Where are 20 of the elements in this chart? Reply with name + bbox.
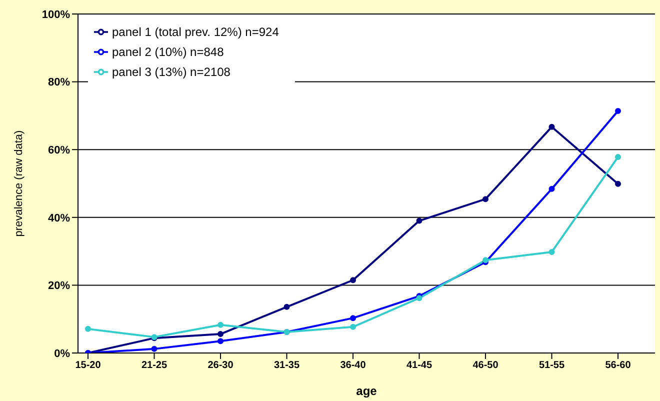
x-tick-label: 31-35 <box>274 360 300 372</box>
x-tick-label: 41-45 <box>406 360 432 372</box>
y-tick-label: 80% <box>48 76 70 89</box>
x-tick-label: 46-50 <box>472 360 499 372</box>
legend-label: panel 1 (total prev. 12%) n=924 <box>112 25 279 39</box>
y-tick-label: 0% <box>54 348 70 360</box>
y-tick-label: 60% <box>48 144 70 157</box>
x-axis-title: age <box>356 384 378 398</box>
legend-label: panel 3 (13%) n=2108 <box>112 65 230 79</box>
x-tick-label: 36-40 <box>340 360 366 372</box>
x-tick-label: 21-25 <box>141 360 168 372</box>
y-tick-label: 40% <box>48 212 70 224</box>
y-axis-title: prevalence (raw data) <box>12 130 25 237</box>
legend-label: panel 2 (10%) n=848 <box>112 45 224 59</box>
x-tick-label: 56-60 <box>605 360 632 372</box>
y-tick-label: 20% <box>48 280 70 292</box>
x-tick-label: 15-20 <box>75 360 102 372</box>
y-tick-label: 100% <box>42 8 70 21</box>
x-tick-label: 26-30 <box>208 360 234 372</box>
x-tick-label: 51-55 <box>538 360 565 372</box>
